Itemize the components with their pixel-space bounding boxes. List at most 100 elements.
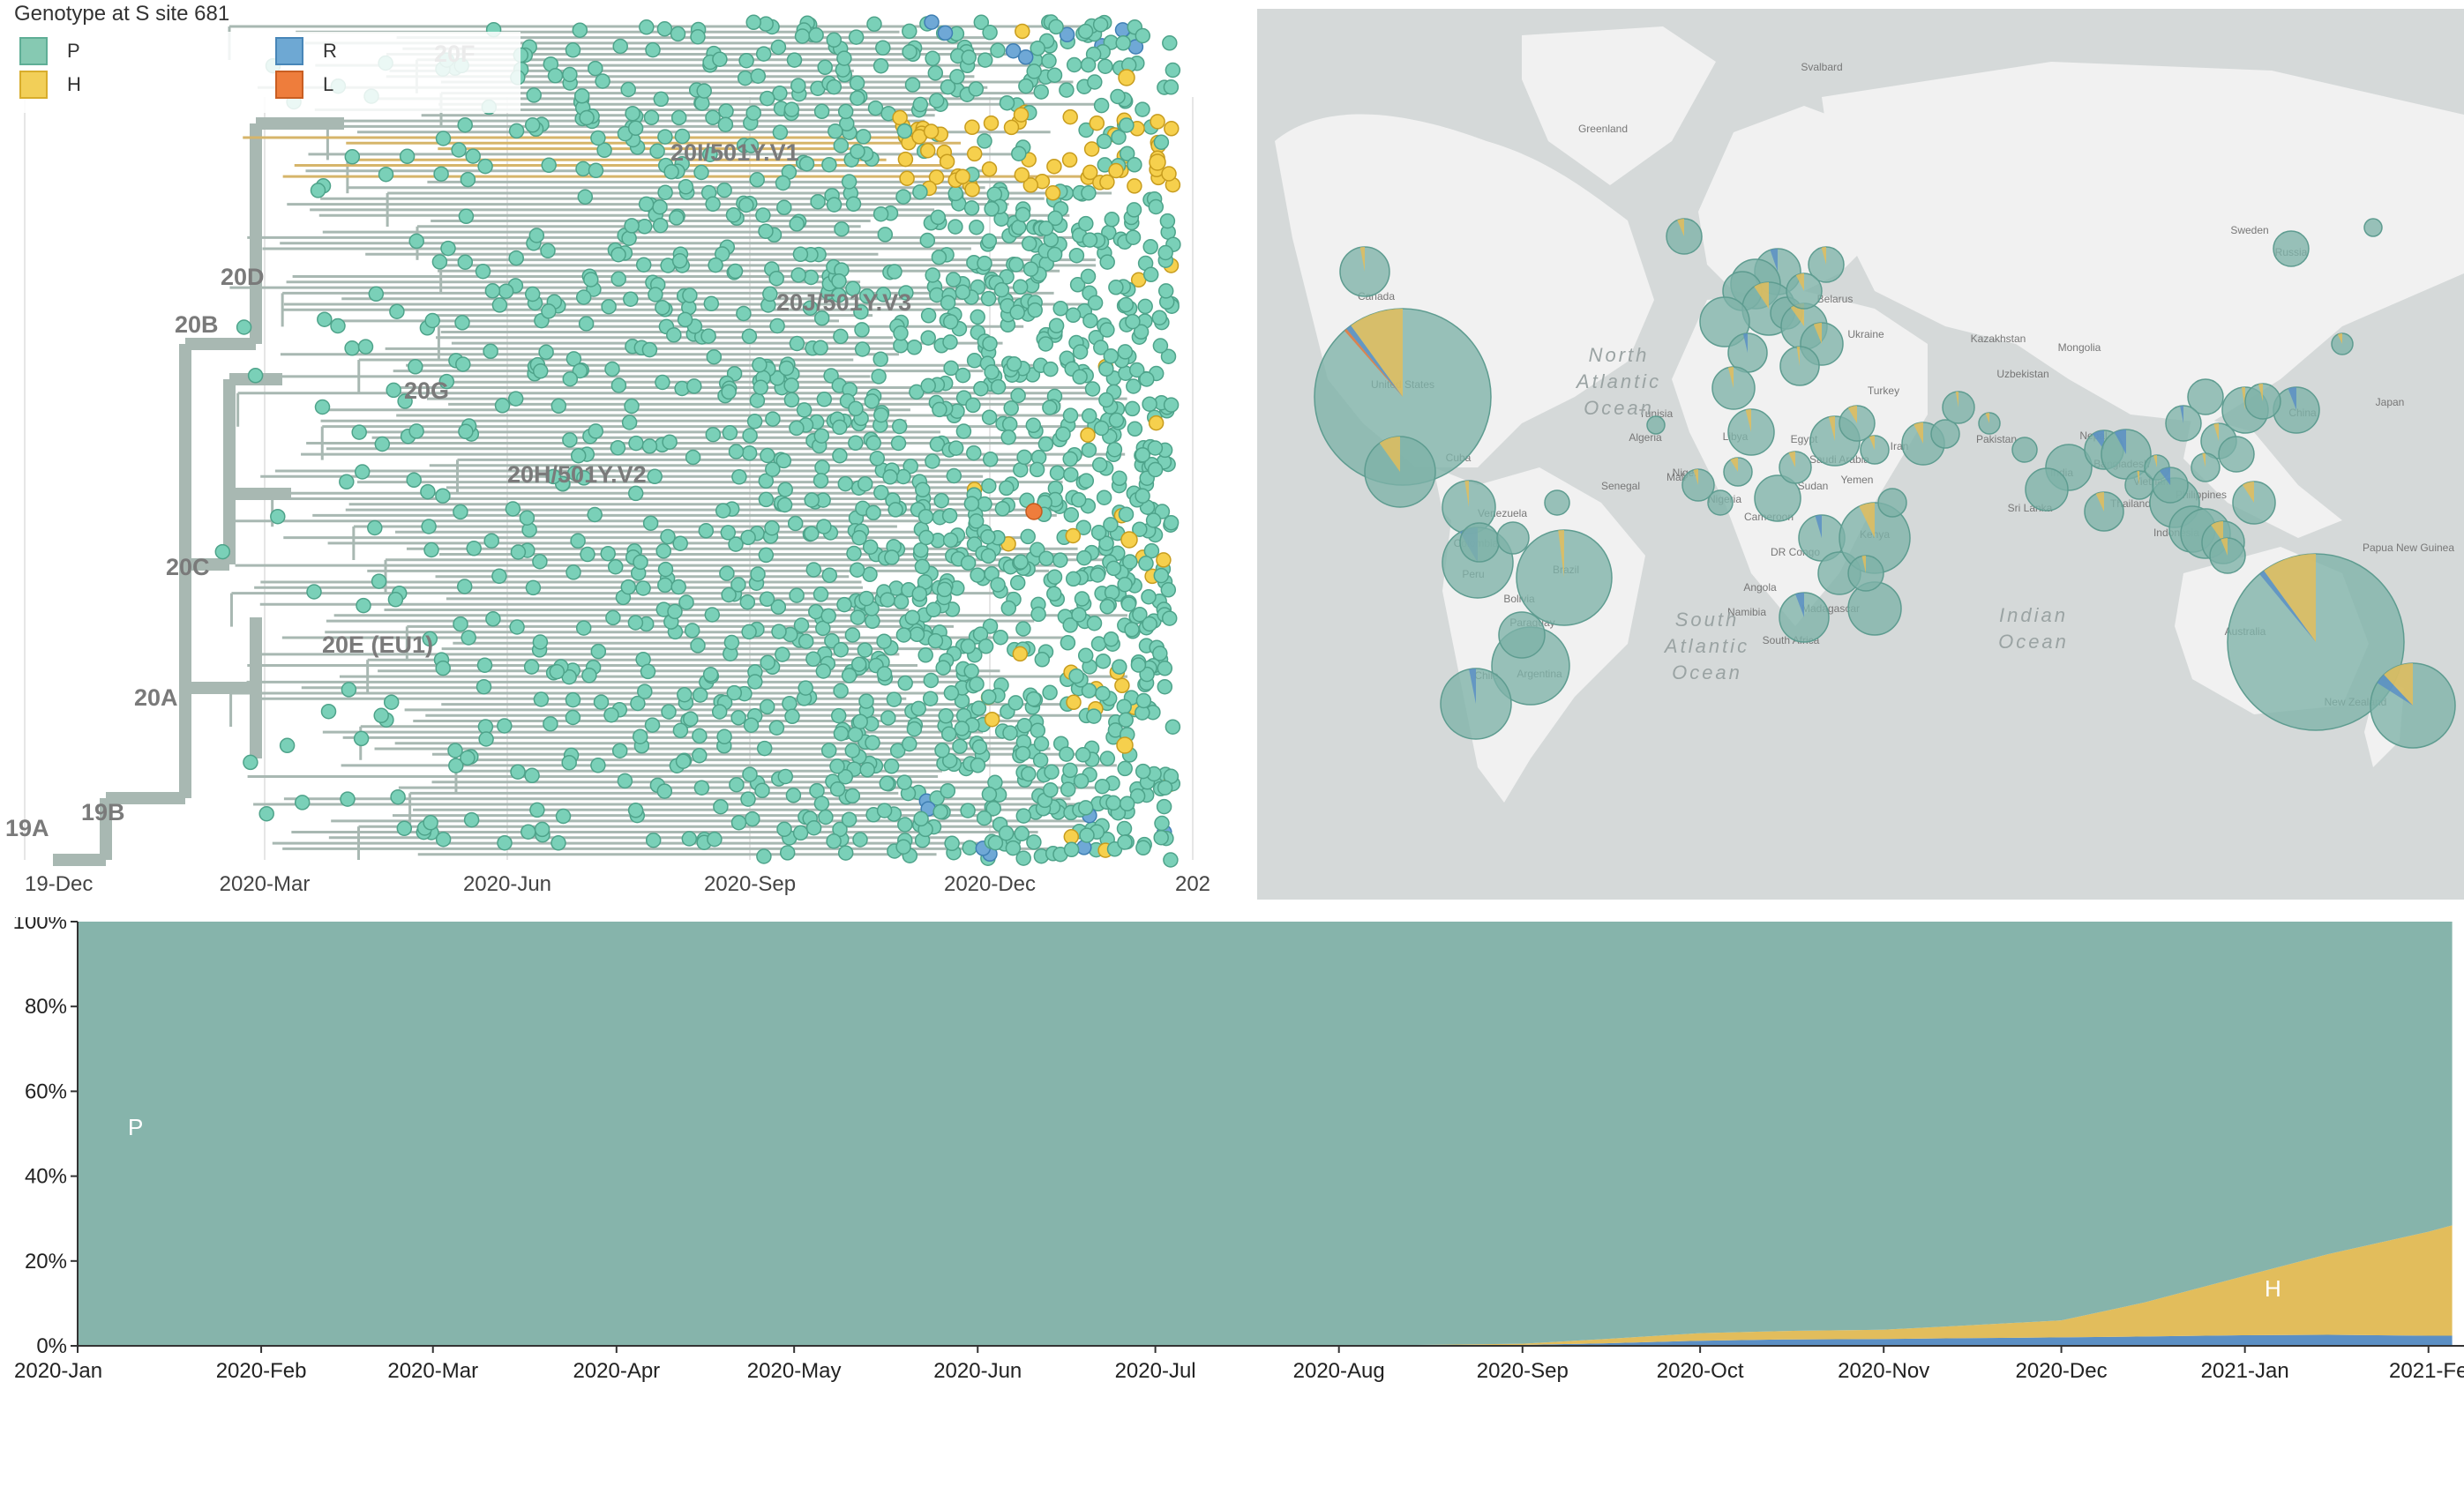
tree-tip[interactable] <box>570 447 587 464</box>
tree-tip[interactable] <box>497 834 513 851</box>
tree-tip[interactable] <box>895 839 911 855</box>
tree-tip[interactable] <box>637 684 653 699</box>
tree-tip[interactable] <box>937 25 954 41</box>
tree-tip[interactable] <box>632 728 648 744</box>
tree-tip[interactable] <box>833 641 849 658</box>
tree-tip[interactable] <box>1118 506 1135 522</box>
tree-tip[interactable] <box>354 464 371 480</box>
tree-tip[interactable] <box>1153 567 1170 584</box>
tree-tip[interactable] <box>826 78 843 95</box>
tree-tip[interactable] <box>610 271 626 288</box>
tree-tip[interactable] <box>783 377 799 393</box>
tree-tip[interactable] <box>723 634 740 651</box>
tree-tip[interactable] <box>1062 108 1078 125</box>
tree-tip[interactable] <box>970 700 987 716</box>
tree-tip[interactable] <box>833 138 850 153</box>
tree-tip[interactable] <box>990 378 1007 395</box>
map-pies[interactable] <box>1314 218 2456 749</box>
tree-tip[interactable] <box>804 492 820 508</box>
tree-tip[interactable] <box>1096 133 1112 150</box>
tree-tip[interactable] <box>1147 461 1164 478</box>
tree-tip[interactable] <box>920 308 937 324</box>
map-pie-site[interactable] <box>2363 218 2383 237</box>
tree-tip[interactable] <box>279 737 296 754</box>
tree-tip[interactable] <box>698 523 715 539</box>
tree-tip[interactable] <box>1001 416 1018 432</box>
tree-tip[interactable] <box>1097 58 1113 74</box>
tree-tip[interactable] <box>353 730 370 747</box>
area-series-h[interactable] <box>78 1225 2453 1346</box>
tree-tip[interactable] <box>873 407 889 423</box>
map-pie-site[interactable] <box>1496 521 1530 555</box>
tree-tip[interactable] <box>1075 747 1091 763</box>
tree-tip[interactable] <box>980 290 997 307</box>
tree-tip[interactable] <box>570 533 586 549</box>
tree-tip[interactable] <box>731 469 747 485</box>
tree-tip[interactable] <box>588 60 603 77</box>
tree-tip[interactable] <box>897 151 914 168</box>
tree-tip[interactable] <box>754 782 770 799</box>
tree-tip[interactable] <box>962 840 977 855</box>
tree-tip[interactable] <box>590 758 606 773</box>
tree-tip[interactable] <box>652 198 668 215</box>
tree-tip[interactable] <box>1015 745 1031 762</box>
tree-tip[interactable] <box>982 25 998 41</box>
tree-tip[interactable] <box>390 788 406 805</box>
tree-tip[interactable] <box>813 103 830 120</box>
tree-tip[interactable] <box>970 758 986 773</box>
tree-tip[interactable] <box>677 686 693 703</box>
tree-tip[interactable] <box>1098 361 1114 377</box>
tree-tip[interactable] <box>1015 808 1032 824</box>
tree-tip[interactable] <box>575 289 592 305</box>
tree-tip[interactable] <box>920 377 936 394</box>
map-pie-site[interactable] <box>1860 435 1890 465</box>
tree-tip[interactable] <box>992 629 1008 646</box>
tree-tip[interactable] <box>595 73 610 89</box>
tree-tip[interactable] <box>1077 23 1094 40</box>
tree-tip[interactable] <box>740 791 756 807</box>
tree-tip[interactable] <box>1078 122 1094 138</box>
tree-tip[interactable] <box>941 752 958 769</box>
tree-tip[interactable] <box>865 504 881 521</box>
tree-tip[interactable] <box>1151 310 1168 325</box>
tree-tip[interactable] <box>565 709 581 726</box>
tree-tip[interactable] <box>762 286 778 303</box>
tree-tip[interactable] <box>912 96 929 113</box>
tree-tip[interactable] <box>1048 19 1064 35</box>
tree-tip[interactable] <box>880 710 896 726</box>
map-pie-site[interactable] <box>1646 415 1666 435</box>
tree-tip[interactable] <box>715 503 731 519</box>
tree-tip[interactable] <box>236 319 252 335</box>
tree-tip[interactable] <box>1116 698 1132 714</box>
tree-tip[interactable] <box>934 743 950 758</box>
tree-tip[interactable] <box>1033 736 1050 752</box>
tree-tip[interactable] <box>783 101 800 117</box>
tree-tip[interactable] <box>804 526 820 542</box>
tree-tip[interactable] <box>925 601 941 618</box>
tree-tip[interactable] <box>1063 829 1080 845</box>
tree-tip[interactable] <box>845 280 861 297</box>
tree-tip[interactable] <box>832 447 848 464</box>
tree-tip[interactable] <box>587 506 603 523</box>
map-pie-site[interactable] <box>1498 611 1546 659</box>
tree-tip[interactable] <box>756 848 772 864</box>
tree-tip[interactable] <box>1027 302 1043 318</box>
tree-tip[interactable] <box>764 519 780 536</box>
tree-tip[interactable] <box>627 120 644 137</box>
tree-tip[interactable] <box>677 311 693 328</box>
tree-tip[interactable] <box>610 246 626 263</box>
tree-tip[interactable] <box>1099 599 1115 615</box>
tree-tip[interactable] <box>672 722 689 739</box>
tree-tip[interactable] <box>970 567 985 583</box>
tree-tip[interactable] <box>829 758 845 774</box>
tree-tip[interactable] <box>964 182 980 198</box>
tree-tip[interactable] <box>745 14 761 31</box>
tree-tip[interactable] <box>657 561 674 578</box>
tree-tip[interactable] <box>893 325 909 341</box>
tree-tip[interactable] <box>1015 621 1031 637</box>
tree-tip[interactable] <box>823 368 839 384</box>
tree-tip[interactable] <box>923 672 940 689</box>
tree-tip[interactable] <box>963 496 980 512</box>
tree-tip[interactable] <box>982 335 998 352</box>
tree-tip[interactable] <box>955 367 971 384</box>
